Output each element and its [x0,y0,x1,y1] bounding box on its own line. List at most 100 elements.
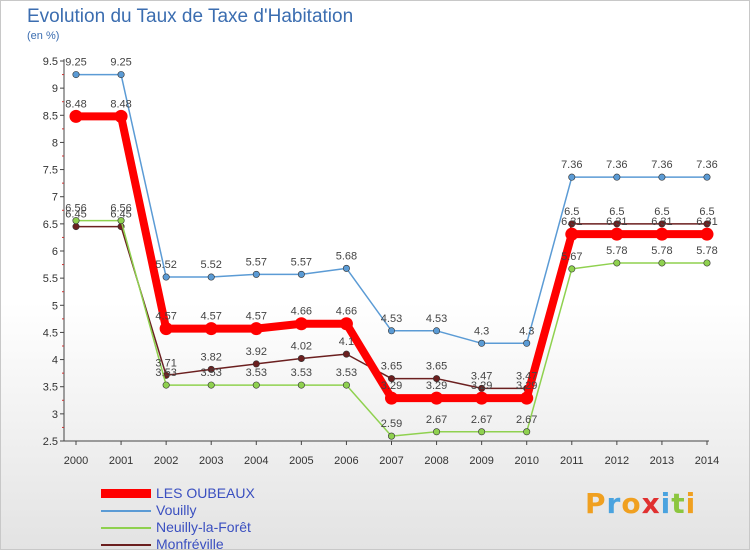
data-label: 5.78 [651,245,672,257]
y-tick-label: 4 [52,355,58,367]
data-point [207,273,215,281]
legend-swatch [101,544,151,546]
data-point [342,381,350,389]
data-point [613,220,621,228]
y-tick-label: 2.5 [43,436,58,448]
data-label: 3.29 [426,380,447,392]
y-tick-label: 5 [52,300,58,312]
data-point [252,381,260,389]
data-point [297,381,305,389]
data-label: 3.53 [201,367,222,379]
data-label: 3.53 [336,367,357,379]
data-label: 5.68 [336,250,357,262]
data-point [385,391,398,405]
x-tick-label: 2012 [605,455,629,467]
data-point [342,350,350,358]
data-point [478,428,486,436]
legend-swatch [101,489,151,498]
data-point [69,109,83,123]
data-point [433,375,441,383]
legend-item-monfreville[interactable]: Monfréville [101,536,341,549]
data-label: 3.82 [201,351,222,363]
y-tick-label: 4.5 [43,327,58,339]
data-label: 4.1 [339,336,354,348]
x-tick-label: 2008 [424,455,448,467]
data-point [430,391,444,405]
data-point [568,220,576,228]
data-label: 4.53 [381,313,402,325]
legend-item-vouilly[interactable]: Vouilly [101,502,341,519]
data-label: 7.36 [606,159,627,171]
data-point [613,173,621,181]
data-label: 5.57 [246,256,267,268]
data-point [117,217,125,225]
data-label: 4.53 [426,313,447,325]
legend-item-neuilly-la-foret[interactable]: Neuilly-la-Forêt [101,519,341,536]
data-point [297,270,305,278]
legend-item-les-oubeaux[interactable]: LES OUBEAUX [101,485,341,502]
data-point [475,391,489,405]
data-label: 6.5 [609,206,624,218]
data-point [387,327,395,335]
x-tick-label: 2011 [560,455,584,467]
data-point [249,322,263,336]
data-label: 3.53 [155,367,176,379]
data-point [297,354,305,362]
data-point [565,227,579,241]
legend-swatch [101,510,151,512]
data-label: 5.52 [201,259,222,271]
x-tick-label: 2007 [379,455,403,467]
data-label: 6.31 [696,216,717,228]
data-label: 4.3 [474,325,489,337]
data-point [613,259,621,267]
data-point [703,173,711,181]
data-point [204,322,218,336]
y-tick-label: 3 [52,409,58,421]
legend-label: LES OUBEAUX [156,485,255,501]
data-point [72,71,80,79]
data-point [523,339,531,347]
y-tick-label: 8.5 [43,110,58,122]
data-label: 3.65 [381,361,402,373]
chart-unit: (en %) [27,30,60,42]
data-label: 4.57 [155,311,176,323]
data-label: 2.67 [426,414,447,426]
data-point [207,381,215,389]
data-point [433,327,441,335]
data-point [700,227,714,241]
data-label: 6.5 [699,206,714,218]
series-monfr-ville [72,220,711,392]
data-label: 9.25 [110,57,131,69]
data-point [568,265,576,273]
series-les-oubeaux [69,109,714,405]
x-tick-label: 2006 [334,455,358,467]
data-label: 4.66 [291,306,312,318]
data-label: 6.5 [654,206,669,218]
data-label: 3.29 [471,380,492,392]
data-label: 3.47 [516,370,537,382]
data-point [610,227,624,241]
data-point [433,428,441,436]
data-label: 7.36 [651,159,672,171]
data-label: 2.67 [471,414,492,426]
data-label: 4.57 [201,311,222,323]
data-point [207,365,215,373]
data-label: 3.29 [381,380,402,392]
data-label: 3.53 [291,367,312,379]
data-point [658,173,666,181]
data-label: 6.31 [651,216,672,228]
data-label: 5.67 [561,251,582,263]
data-point [478,339,486,347]
proxiti-logo: Proxiti [585,487,697,520]
x-tick-label: 2009 [469,455,493,467]
data-point [703,259,711,267]
data-point [72,217,80,225]
data-label: 8.48 [65,98,86,110]
data-label: 9.25 [65,57,86,69]
y-tick-label: 9.5 [43,56,58,68]
data-point [252,270,260,278]
data-label: 6.56 [110,203,131,215]
data-label: 6.45 [65,209,86,221]
data-point [162,273,170,281]
